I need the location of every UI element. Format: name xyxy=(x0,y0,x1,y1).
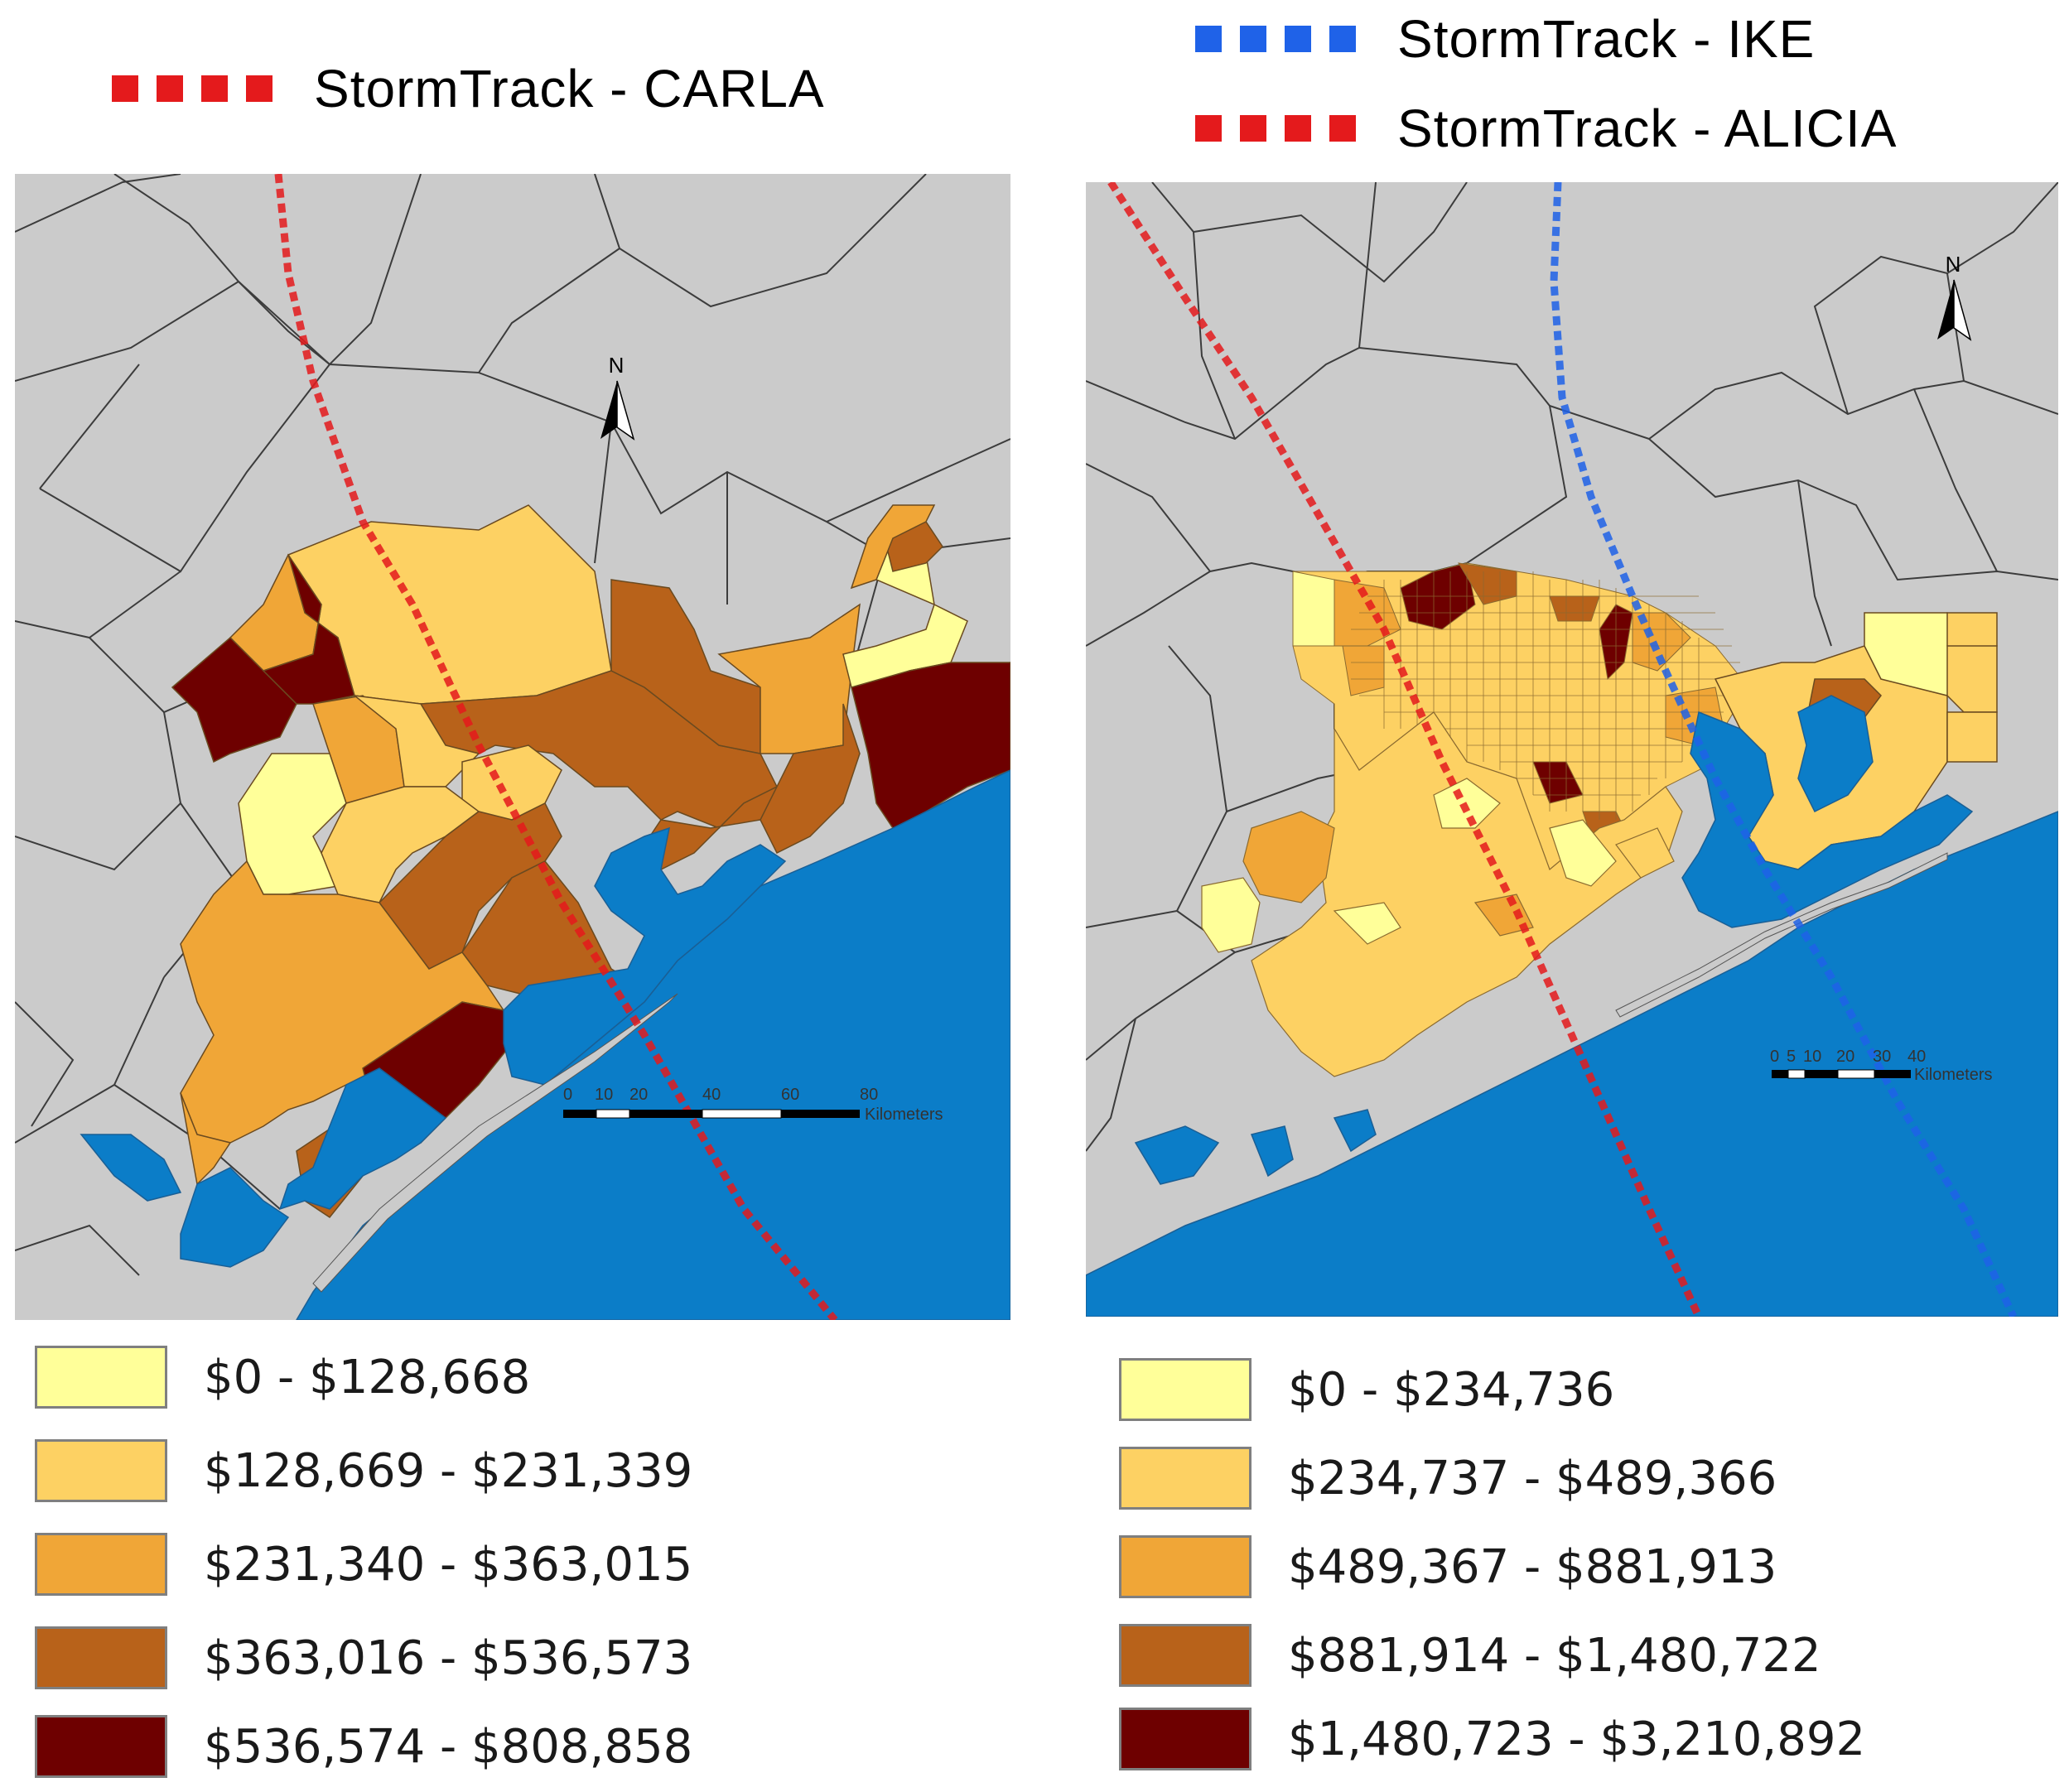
legend-row: $489,367 - $881,913 xyxy=(1119,1535,1777,1598)
map-ike-alicia-svg: N 0 5 10 20 30 40 Kilometers xyxy=(1086,182,2058,1317)
legend-swatch xyxy=(1119,1447,1252,1510)
svg-text:40: 40 xyxy=(1907,1048,1926,1066)
svg-text:20: 20 xyxy=(1836,1048,1854,1066)
track-legend-carla: StormTrack - CARLA xyxy=(112,58,825,119)
svg-text:N: N xyxy=(1946,252,1961,277)
legend-swatch xyxy=(35,1626,167,1689)
legend-label: $234,737 - $489,366 xyxy=(1288,1451,1777,1505)
legend-swatch xyxy=(35,1533,167,1596)
legend-label: $536,574 - $808,858 xyxy=(204,1719,693,1774)
svg-text:20: 20 xyxy=(629,1086,648,1104)
legend-swatch xyxy=(1119,1624,1252,1687)
track-swatch-alicia xyxy=(1195,115,1356,142)
scale-unit: Kilometers xyxy=(1914,1066,1992,1084)
legend-row: $234,737 - $489,366 xyxy=(1119,1447,1777,1510)
scale-ticks: 0 5 10 20 30 40 xyxy=(1770,1048,1926,1066)
legend-swatch xyxy=(1119,1708,1252,1770)
legend-label: $128,669 - $231,339 xyxy=(204,1443,693,1498)
barrier-islands xyxy=(312,993,678,1293)
legend-label: $1,480,723 - $3,210,892 xyxy=(1288,1712,1866,1766)
svg-text:60: 60 xyxy=(781,1086,799,1104)
svg-text:0: 0 xyxy=(563,1086,572,1104)
track-legend-ike: StormTrack - IKE xyxy=(1195,8,1815,70)
legend-row: $231,340 - $363,015 xyxy=(35,1533,692,1596)
legend-row: $363,016 - $536,573 xyxy=(35,1626,692,1689)
scale-bar: 0 5 10 20 30 40 Kilometers xyxy=(1770,1048,1992,1084)
svg-text:N: N xyxy=(609,353,625,378)
barrier-islands xyxy=(1615,852,1948,1018)
legend-swatch xyxy=(35,1715,167,1778)
choropleth-counties xyxy=(171,504,1010,1219)
scale-ticks: 0 10 20 40 60 80 xyxy=(563,1086,878,1104)
storm-track-ike xyxy=(1550,182,2018,1317)
legend-label: $231,340 - $363,015 xyxy=(204,1537,693,1592)
legend-label: $363,016 - $536,573 xyxy=(204,1631,693,1685)
north-arrow-icon: N xyxy=(1937,252,1972,341)
legend-row: $536,574 - $808,858 xyxy=(35,1715,692,1778)
scale-bar: 0 10 20 40 60 80 Kilometers xyxy=(563,1086,943,1124)
map-carla-svg: N 0 10 20 40 60 80 Kilometers xyxy=(15,174,1010,1320)
svg-text:30: 30 xyxy=(1873,1048,1891,1066)
tract-grid xyxy=(1351,571,1740,820)
north-arrow-icon: N xyxy=(600,353,635,441)
legend-row: $0 - $234,736 xyxy=(1119,1358,1614,1421)
map-carla: N 0 10 20 40 60 80 Kilometers xyxy=(15,174,1010,1320)
legend-row: $128,669 - $231,339 xyxy=(35,1439,692,1502)
svg-text:5: 5 xyxy=(1787,1048,1796,1066)
storm-track-carla xyxy=(274,174,838,1320)
svg-text:0: 0 xyxy=(1770,1048,1779,1066)
gulf-water xyxy=(1086,695,2058,1317)
svg-text:10: 10 xyxy=(595,1086,613,1104)
track-swatch-ike xyxy=(1195,26,1356,52)
legend-row: $0 - $128,668 xyxy=(35,1346,530,1409)
legend-label: $881,914 - $1,480,722 xyxy=(1288,1628,1821,1683)
track-swatch-carla xyxy=(112,75,272,102)
scale-unit: Kilometers xyxy=(865,1106,943,1124)
storm-track-alicia xyxy=(1107,182,1703,1317)
svg-text:40: 40 xyxy=(702,1086,721,1104)
legend-label: $489,367 - $881,913 xyxy=(1288,1539,1777,1594)
track-label-carla: StormTrack - CARLA xyxy=(314,59,825,118)
legend-swatch xyxy=(1119,1358,1252,1421)
map-ike-alicia: N 0 5 10 20 30 40 Kilometers xyxy=(1086,182,2058,1317)
legend-label: $0 - $128,668 xyxy=(204,1350,531,1404)
track-label-ike: StormTrack - IKE xyxy=(1397,9,1816,69)
legend-swatch xyxy=(1119,1535,1252,1598)
choropleth-south xyxy=(1201,711,1683,1077)
svg-text:80: 80 xyxy=(860,1086,878,1104)
legend-swatch xyxy=(35,1346,167,1409)
legend-row: $881,914 - $1,480,722 xyxy=(1119,1624,1821,1687)
legend-carla: $0 - $128,668 $128,669 - $231,339 $231,3… xyxy=(35,1346,780,1778)
track-legend-alicia: StormTrack - ALICIA xyxy=(1195,98,1897,159)
legend-label: $0 - $234,736 xyxy=(1288,1362,1615,1417)
legend-swatch xyxy=(35,1439,167,1502)
track-label-alicia: StormTrack - ALICIA xyxy=(1397,99,1898,158)
legend-ike-alicia: $0 - $234,736 $234,737 - $489,366 $489,3… xyxy=(1119,1358,2030,1780)
svg-text:10: 10 xyxy=(1803,1048,1821,1066)
legend-row: $1,480,723 - $3,210,892 xyxy=(1119,1708,1865,1770)
